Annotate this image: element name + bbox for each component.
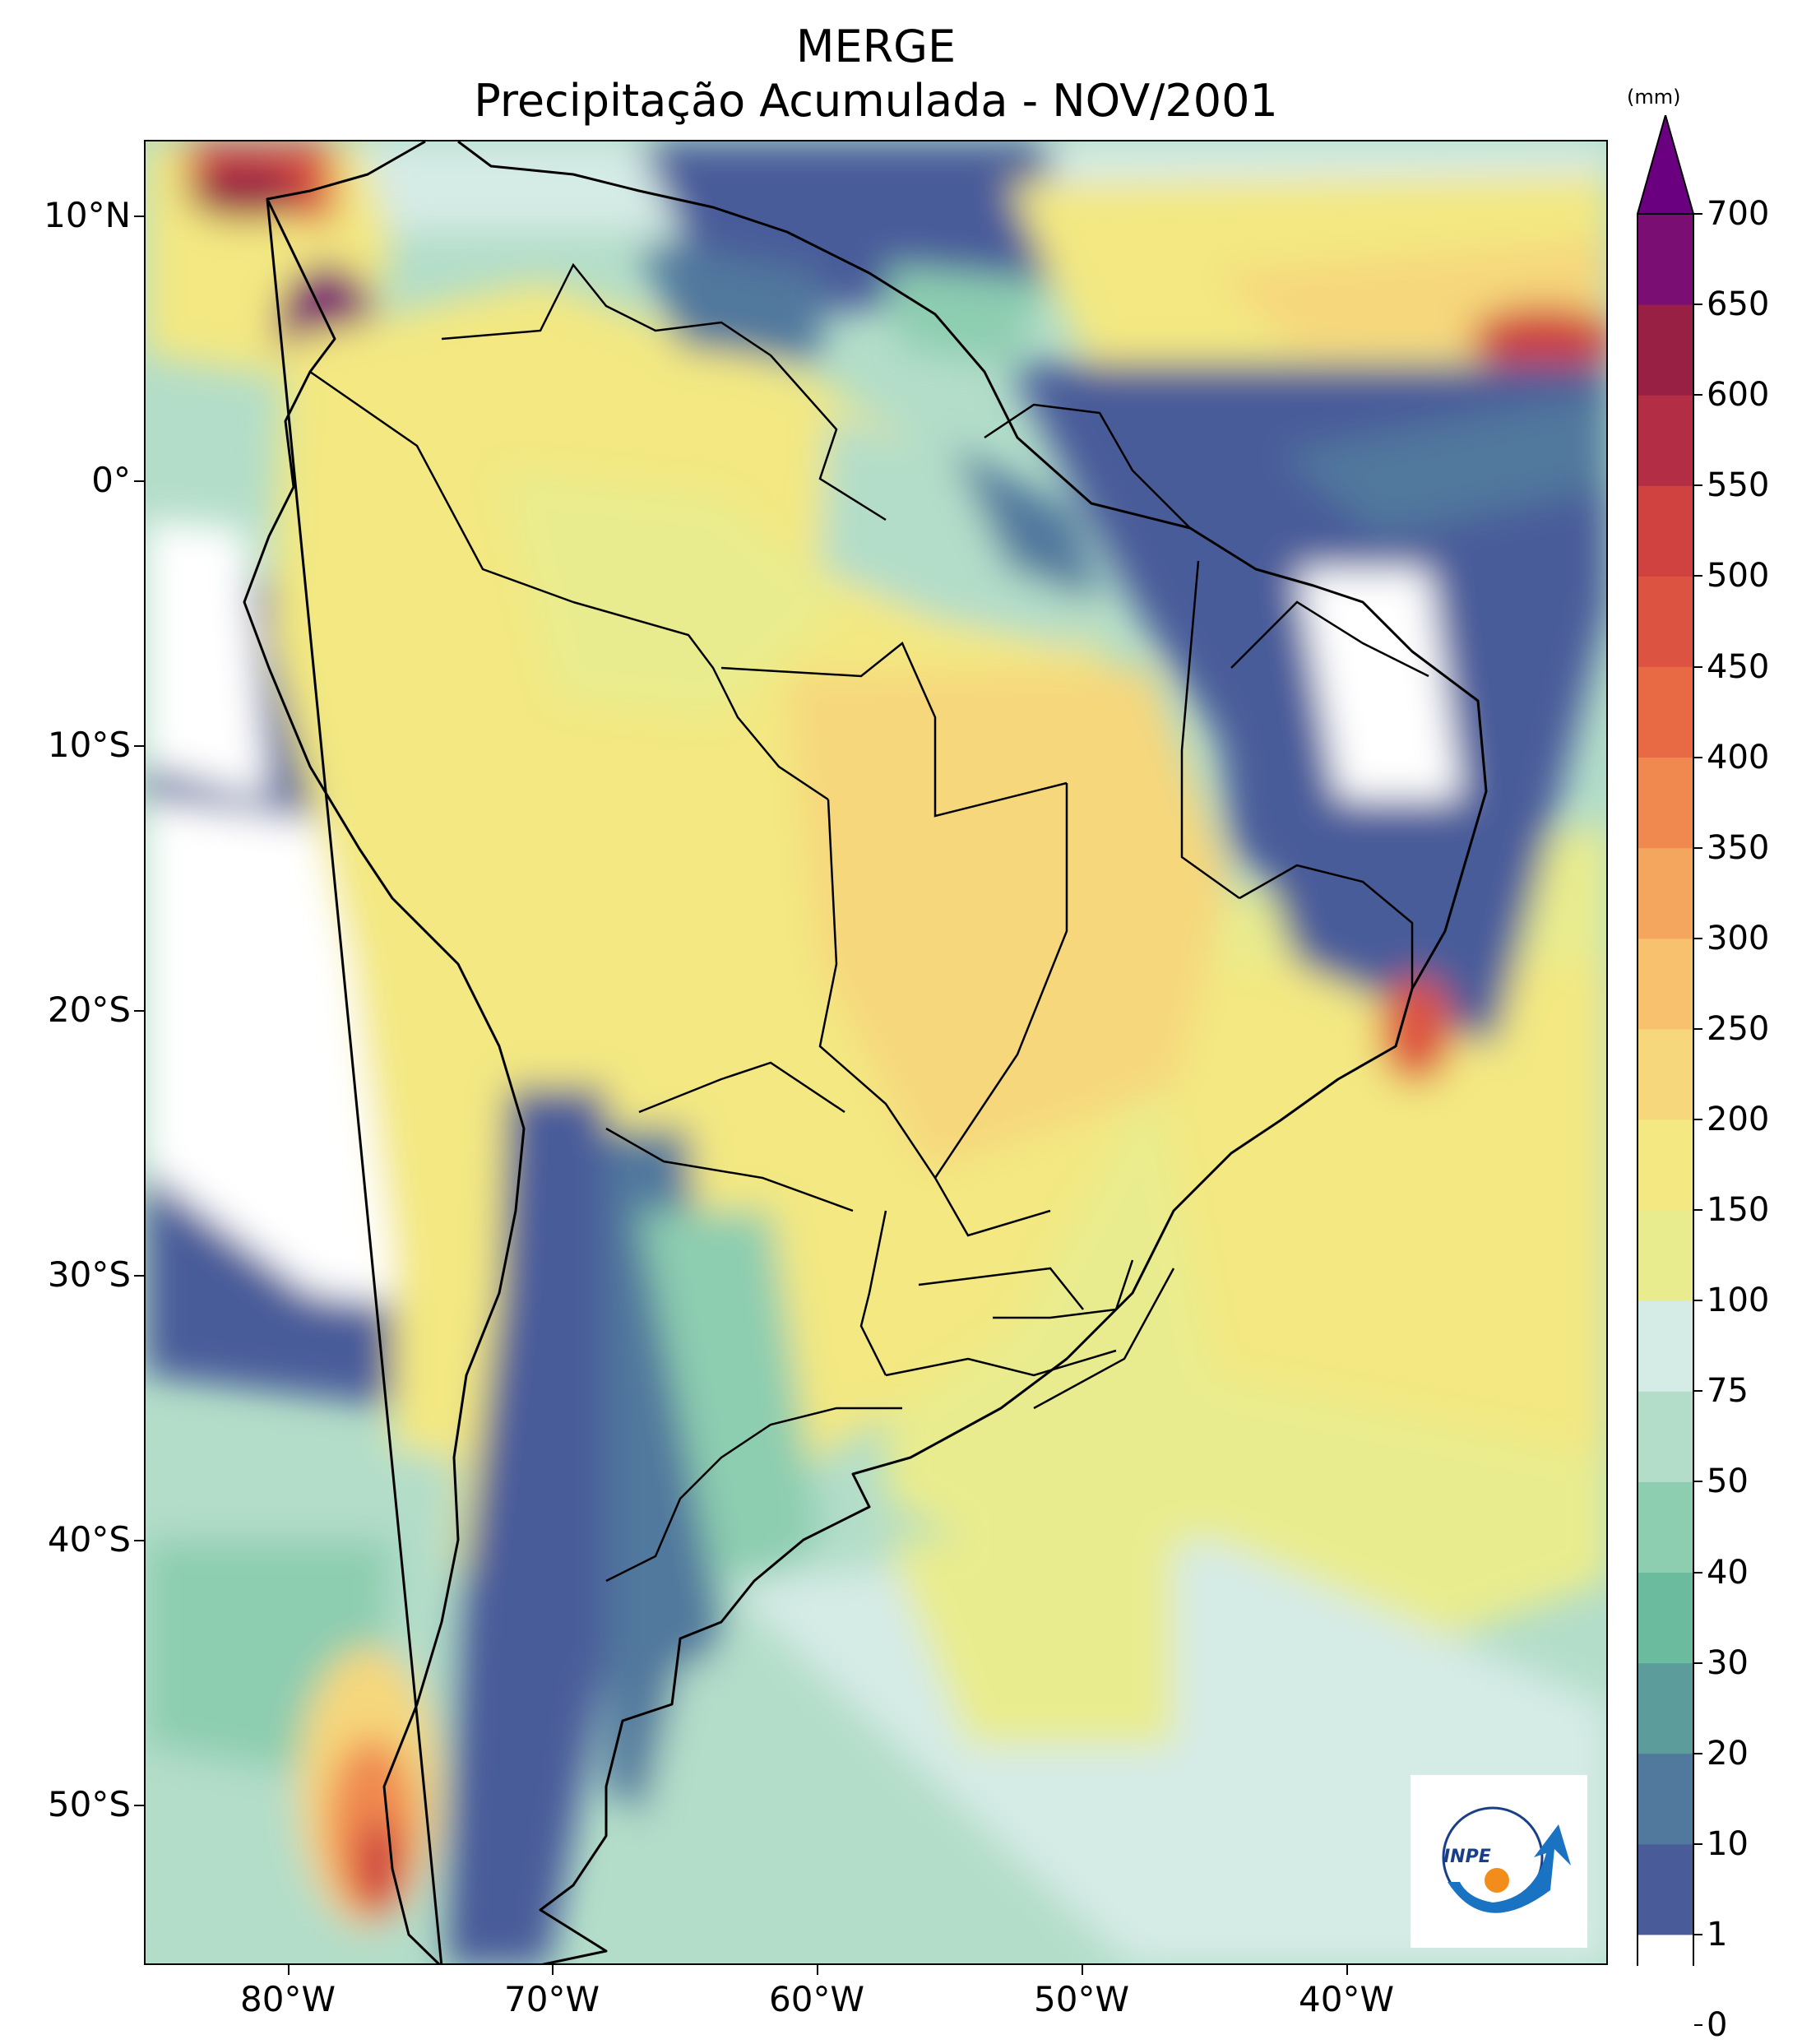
colorbar-tick-label: 550 — [1707, 466, 1770, 505]
colorbar-tick — [1694, 756, 1702, 758]
colorbar-tick — [1694, 937, 1702, 939]
colorbar-tick-label: 40 — [1707, 1553, 1749, 1592]
lat-tick-label: 10°N — [44, 195, 131, 235]
colorbar-tick — [1694, 1571, 1702, 1574]
map-title: MERGE — [795, 21, 957, 72]
lon-tick-label: 70°W — [504, 1979, 600, 2019]
lat-tick — [134, 480, 144, 482]
colorbar-tick — [1694, 1662, 1702, 1664]
colorbar-tick — [1694, 1481, 1702, 1483]
lat-tick-label: 40°S — [47, 1519, 131, 1560]
lat-tick-label: 20°S — [47, 990, 131, 1030]
lon-tick — [288, 1965, 290, 1975]
colorbar-tick-label: 350 — [1707, 828, 1770, 867]
colorbar-tick — [1694, 1752, 1702, 1754]
colorbar-tick — [1694, 394, 1702, 396]
lat-tick — [134, 1010, 144, 1012]
lat-tick-label: 50°S — [47, 1784, 131, 1824]
colorbar-tick-label: 700 — [1707, 195, 1770, 233]
lon-tick — [1082, 1965, 1083, 1975]
colorbar-tick — [1694, 846, 1702, 849]
colorbar-tick-label: 20 — [1707, 1734, 1749, 1773]
colorbar-bin — [1638, 938, 1693, 1030]
lon-tick-label: 60°W — [769, 1979, 864, 2019]
inpe-emblem — [1442, 1806, 1571, 1913]
colorbar-tick — [1694, 484, 1702, 487]
colorbar-border — [1637, 213, 1694, 1966]
colorbar-extend-arrow — [1637, 115, 1694, 215]
colorbar-tick — [1694, 1390, 1702, 1393]
colorbar-bin — [1638, 1934, 1693, 1966]
colorbar-bin — [1638, 1481, 1693, 1573]
colorbar-bin — [1638, 847, 1693, 939]
lat-tick — [134, 1540, 144, 1541]
colorbar-tick — [1694, 213, 1702, 215]
inpe-logo-text: INPE — [1443, 1847, 1491, 1867]
colorbar-bin — [1638, 395, 1693, 486]
colorbar-tick — [1694, 1933, 1702, 1935]
lat-tick-label: 0° — [91, 460, 131, 500]
colorbar-tick-label: 200 — [1707, 1101, 1770, 1138]
colorbar-tick — [1694, 1209, 1702, 1212]
colorbar-bin — [1638, 1572, 1693, 1664]
colorbar-tick-label: 300 — [1707, 919, 1770, 957]
colorbar-tick-label: 400 — [1707, 738, 1770, 776]
colorbar-tick-label: 50 — [1707, 1462, 1749, 1501]
colorbar-bin — [1638, 1119, 1693, 1211]
colorbar-tick — [1694, 304, 1702, 306]
colorbar-bin — [1638, 1391, 1693, 1482]
colorbar-tick-label: 600 — [1707, 376, 1770, 415]
colorbar-bin — [1638, 576, 1693, 667]
colorbar-bin — [1638, 757, 1693, 849]
lat-tick-label: 30°S — [47, 1254, 131, 1295]
colorbar-tick-label: 250 — [1707, 1009, 1770, 1048]
colorbar-bin — [1638, 1753, 1693, 1845]
colorbar-bin — [1638, 214, 1693, 305]
map-canvas — [146, 141, 1606, 1963]
colorbar-tick — [1694, 2024, 1702, 2026]
colorbar-bin — [1638, 666, 1693, 758]
colorbar-unit: (mm) — [1627, 86, 1681, 109]
colorbar-tick-label: 0 — [1707, 2006, 1728, 2044]
colorbar-tick — [1694, 1119, 1702, 1120]
colorbar-bin — [1638, 1843, 1693, 1935]
continent-outline — [243, 141, 1488, 1963]
colorbar-bin — [1638, 1210, 1693, 1301]
lat-tick — [134, 216, 144, 217]
lon-tick-label: 80°W — [240, 1979, 336, 2019]
colorbar-tick — [1694, 1300, 1702, 1302]
lat-tick — [134, 1805, 144, 1806]
colorbar-tick-label: 10 — [1707, 1824, 1749, 1863]
colorbar-tick-label: 500 — [1707, 557, 1770, 596]
precipitation-map — [144, 140, 1608, 1965]
colorbar — [1637, 115, 1694, 1966]
colorbar-tick-label: 650 — [1707, 285, 1770, 324]
colorbar-tick — [1694, 1842, 1702, 1845]
colorbar-bin — [1638, 485, 1693, 577]
colorbar-tick-label: 150 — [1707, 1191, 1770, 1230]
colorbar-tick-label: 450 — [1707, 647, 1770, 686]
lon-tick-label: 50°W — [1034, 1979, 1129, 2019]
colorbar-tick-label: 1 — [1707, 1915, 1728, 1954]
colorbar-tick-label: 100 — [1707, 1282, 1770, 1320]
colorbar-tick-label: 75 — [1707, 1372, 1749, 1411]
lon-tick — [817, 1965, 818, 1975]
colorbar-bin — [1638, 1028, 1693, 1120]
lon-tick-label: 40°W — [1299, 1979, 1394, 2019]
lat-tick-label: 10°S — [47, 725, 131, 765]
lat-tick — [134, 1275, 144, 1277]
colorbar-bin — [1638, 1662, 1693, 1754]
colorbar-tick — [1694, 1027, 1702, 1030]
map-subtitle: Precipitação Acumulada - NOV/2001 — [474, 75, 1278, 127]
colorbar-bin — [1638, 1300, 1693, 1392]
colorbar-tick — [1694, 575, 1702, 577]
lon-tick — [1346, 1965, 1348, 1975]
inpe-logo: INPE — [1411, 1775, 1587, 1948]
lon-tick — [552, 1965, 554, 1975]
colorbar-tick — [1694, 665, 1702, 668]
borders — [309, 262, 1429, 1583]
colorbar-tick-label: 30 — [1707, 1643, 1749, 1682]
lat-tick — [134, 745, 144, 747]
colorbar-bin — [1638, 304, 1693, 396]
